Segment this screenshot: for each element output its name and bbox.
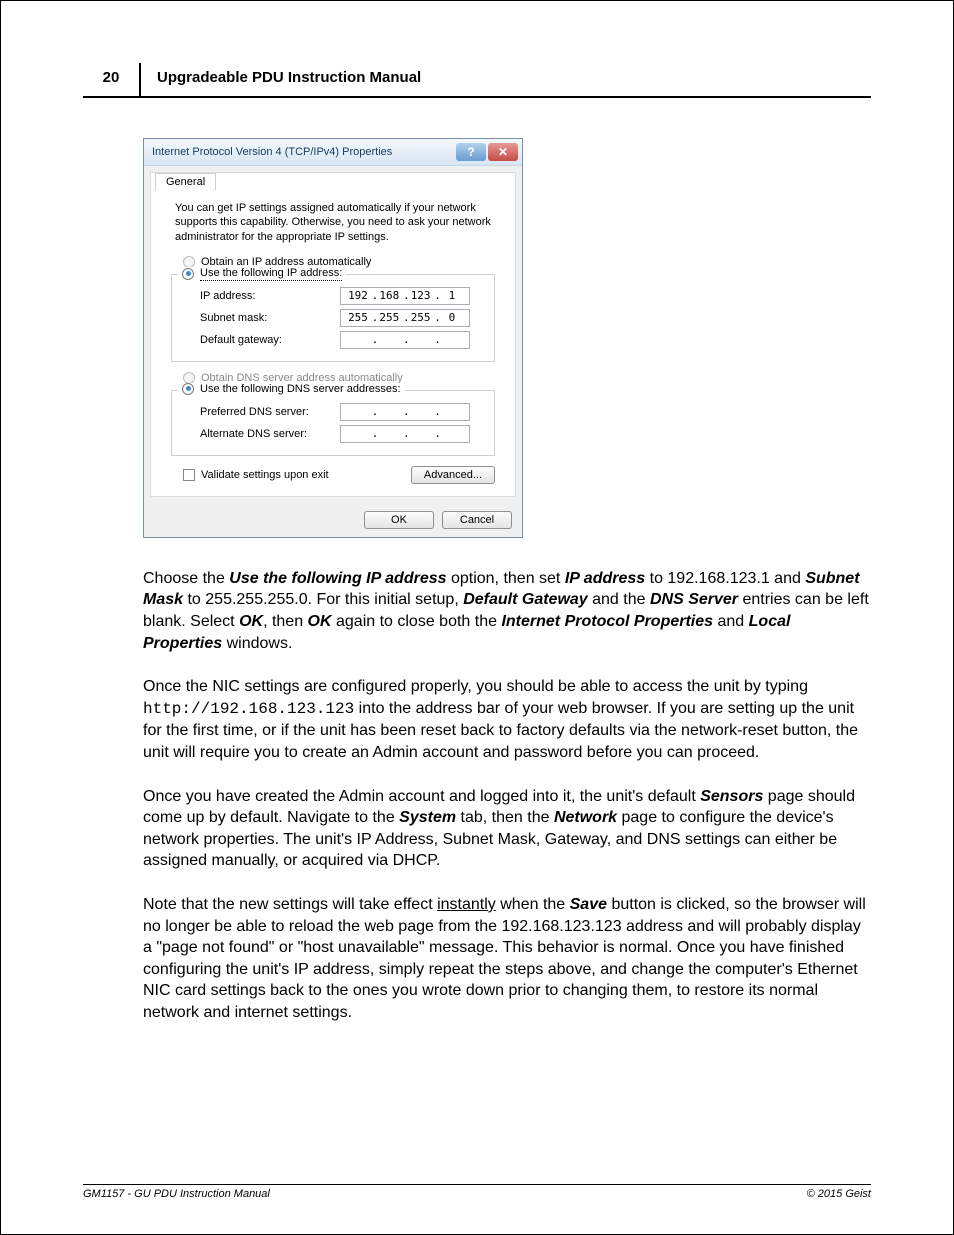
default-gateway-input[interactable]: . . . <box>340 331 470 349</box>
ip-octet[interactable]: 123 <box>410 289 432 302</box>
text: Default Gateway <box>463 591 587 608</box>
validate-checkbox[interactable]: Validate settings upon exit <box>183 469 329 481</box>
ip-octet[interactable]: 168 <box>378 289 400 302</box>
text: to 192.168.123.1 and <box>645 570 805 587</box>
text: tab, then the <box>456 809 554 826</box>
body-text: Choose the Use the following IP address … <box>143 568 871 1024</box>
text: Note that the new settings will take eff… <box>143 896 437 913</box>
text: Use the following IP address <box>229 570 446 587</box>
page: 20 Upgradeable PDU Instruction Manual In… <box>0 0 954 1235</box>
field-label: IP address: <box>200 290 340 302</box>
ip-address-input[interactable]: 192. 168. 123. 1 <box>340 287 470 305</box>
text: Internet Protocol Properties <box>501 613 713 630</box>
ip-address-row: IP address: 192. 168. 123. 1 <box>200 287 482 305</box>
text: to 255.255.255.0. For this initial setup… <box>183 591 463 608</box>
field-label: Default gateway: <box>200 334 340 346</box>
text: Save <box>570 896 607 913</box>
footer-right: © 2015 Geist <box>807 1188 871 1200</box>
text: IP address <box>565 570 645 587</box>
text: and <box>713 613 749 630</box>
ipv4-properties-dialog: Internet Protocol Version 4 (TCP/IPv4) P… <box>143 138 523 538</box>
text: instantly <box>437 896 496 913</box>
default-gateway-row: Default gateway: . . . <box>200 331 482 349</box>
dialog-action-row: Validate settings upon exit Advanced... <box>183 466 495 484</box>
text: option, then set <box>447 570 565 587</box>
dialog-description: You can get IP settings assigned automat… <box>175 201 491 244</box>
help-icon[interactable]: ? <box>456 143 486 161</box>
ip-octet[interactable]: 255 <box>378 311 400 324</box>
ok-button[interactable]: OK <box>364 511 434 529</box>
text: when the <box>496 896 570 913</box>
page-header: 20 Upgradeable PDU Instruction Manual <box>83 63 871 98</box>
cancel-button[interactable]: Cancel <box>442 511 512 529</box>
radio-use-following-ip[interactable]: Use the following IP address: <box>178 267 346 281</box>
text: OK <box>308 613 332 630</box>
advanced-button[interactable]: Advanced... <box>411 466 495 484</box>
ip-octet[interactable]: 255 <box>347 311 369 324</box>
text: Choose the <box>143 570 229 587</box>
tab-general[interactable]: General <box>155 173 216 191</box>
field-label: Preferred DNS server: <box>200 406 340 418</box>
dns-groupbox: Use the following DNS server addresses: … <box>171 390 495 456</box>
footer-left: GM1157 - GU PDU Instruction Manual <box>83 1188 270 1200</box>
preferred-dns-row: Preferred DNS server: . . . <box>200 403 482 421</box>
radio-icon <box>182 383 194 395</box>
text: DNS Server <box>650 591 738 608</box>
dialog-title: Internet Protocol Version 4 (TCP/IPv4) P… <box>152 146 454 158</box>
ip-octet[interactable]: 255 <box>410 311 432 324</box>
ip-octet[interactable]: 1 <box>441 289 463 302</box>
document-title: Upgradeable PDU Instruction Manual <box>141 63 871 98</box>
field-label: Subnet mask: <box>200 312 340 324</box>
text: button is clicked, so the browser will n… <box>143 896 866 1021</box>
text: and the <box>588 591 650 608</box>
paragraph: Note that the new settings will take eff… <box>143 894 871 1024</box>
paragraph: Once you have created the Admin account … <box>143 786 871 872</box>
dialog-screenshot: Internet Protocol Version 4 (TCP/IPv4) P… <box>143 138 871 538</box>
text: Once you have created the Admin account … <box>143 788 700 805</box>
page-content: Internet Protocol Version 4 (TCP/IPv4) P… <box>143 138 871 1024</box>
text: Once the NIC settings are configured pro… <box>143 678 808 695</box>
radio-use-following-dns[interactable]: Use the following DNS server addresses: <box>178 383 405 395</box>
alternate-dns-row: Alternate DNS server: . . . <box>200 425 482 443</box>
checkbox-label: Validate settings upon exit <box>201 469 329 481</box>
dialog-bottom-buttons: OK Cancel <box>144 503 522 537</box>
ip-octet[interactable]: 192 <box>347 289 369 302</box>
text: OK <box>239 613 263 630</box>
text: again to close both the <box>332 613 502 630</box>
ip-groupbox: Use the following IP address: IP address… <box>171 274 495 362</box>
text: http://192.168.123.123 <box>143 700 354 718</box>
page-footer: GM1157 - GU PDU Instruction Manual © 201… <box>83 1184 871 1200</box>
alternate-dns-input[interactable]: . . . <box>340 425 470 443</box>
text: Network <box>554 809 617 826</box>
paragraph: Choose the Use the following IP address … <box>143 568 871 654</box>
text: windows. <box>222 635 292 652</box>
field-label: Alternate DNS server: <box>200 428 340 440</box>
checkbox-icon <box>183 469 195 481</box>
close-icon[interactable]: ✕ <box>488 143 518 161</box>
text: Sensors <box>700 788 763 805</box>
radio-label: Use the following DNS server addresses: <box>200 383 401 395</box>
radio-label: Use the following IP address: <box>200 267 342 281</box>
paragraph: Once the NIC settings are configured pro… <box>143 676 871 763</box>
page-number: 20 <box>83 63 141 98</box>
preferred-dns-input[interactable]: . . . <box>340 403 470 421</box>
dialog-client-area: General You can get IP settings assigned… <box>150 172 516 497</box>
ip-octet[interactable]: 0 <box>441 311 463 324</box>
text: , then <box>263 613 307 630</box>
radio-icon <box>182 268 194 280</box>
subnet-mask-input[interactable]: 255. 255. 255. 0 <box>340 309 470 327</box>
text: System <box>399 809 456 826</box>
dialog-titlebar: Internet Protocol Version 4 (TCP/IPv4) P… <box>144 139 522 166</box>
subnet-mask-row: Subnet mask: 255. 255. 255. 0 <box>200 309 482 327</box>
